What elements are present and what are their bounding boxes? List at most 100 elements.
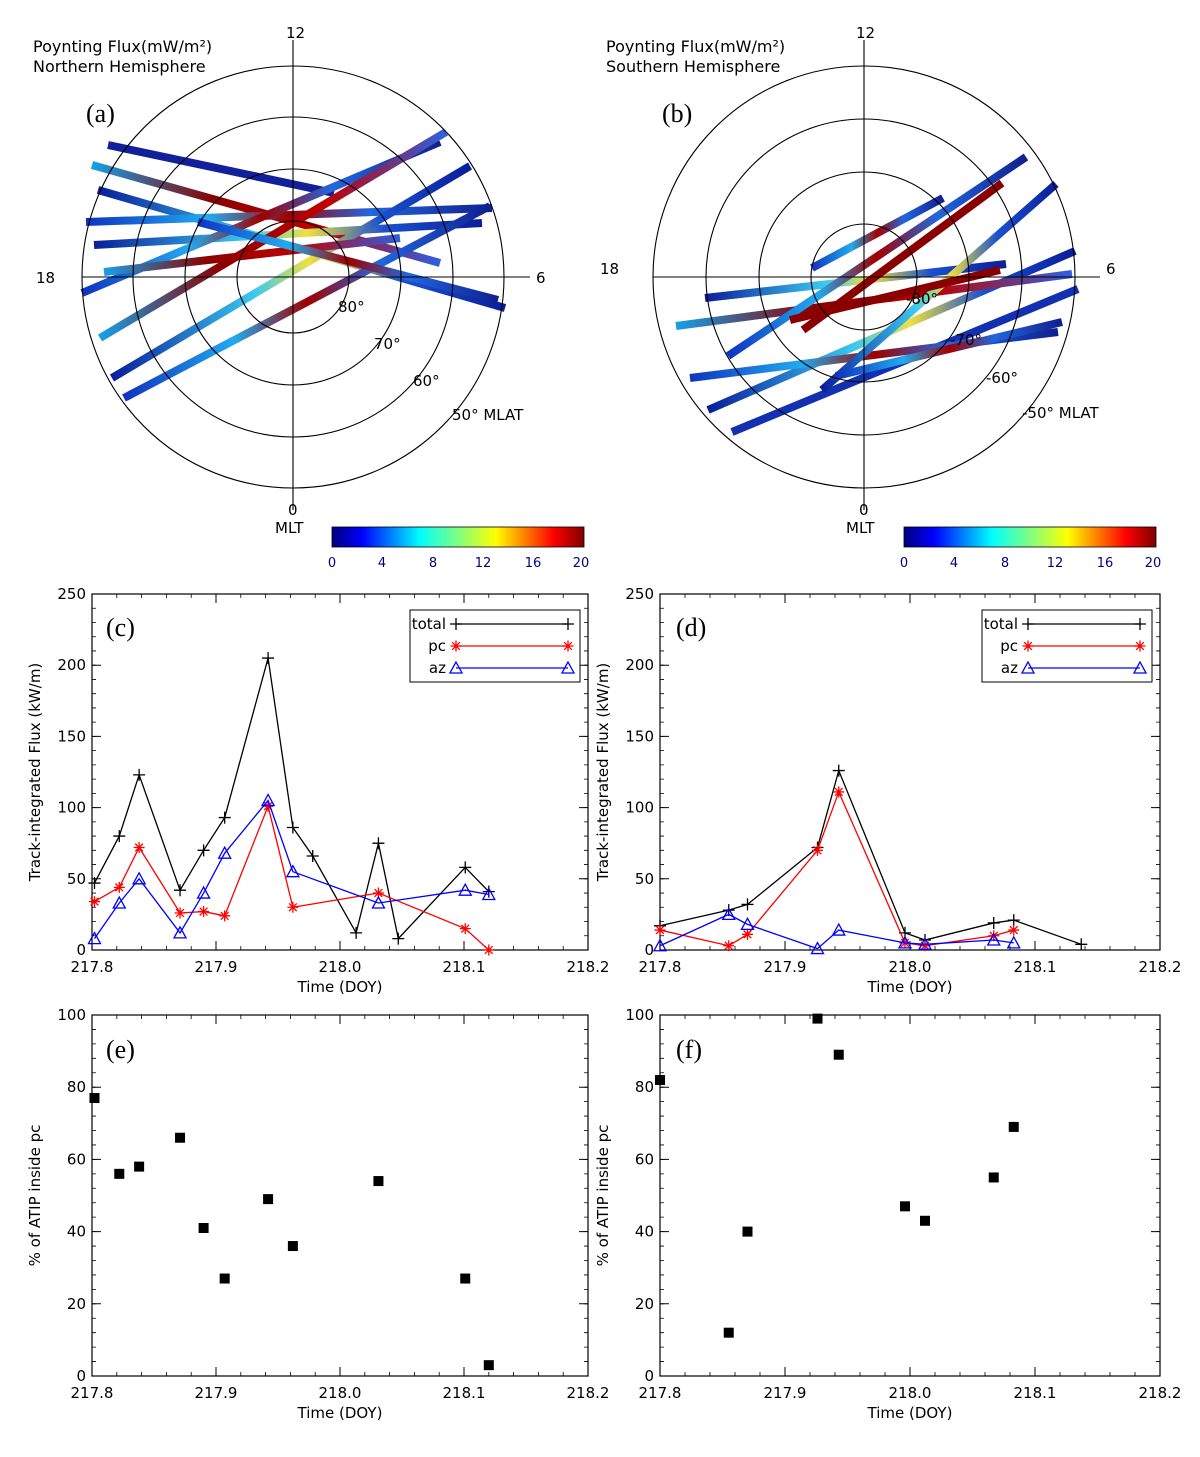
data-point-total (88, 877, 101, 890)
colorbar-tick: 4 (950, 556, 958, 571)
track (196, 218, 500, 304)
x-tick-label: 218.1 (1014, 1384, 1057, 1402)
data-point-az (740, 917, 755, 931)
data-point-az (721, 907, 736, 921)
colorbar-tick: 12 (1047, 556, 1064, 571)
colorbar-tick: 16 (1097, 556, 1114, 571)
colorbar-tick: 4 (378, 556, 386, 571)
polar-a-title-line2: Northern Hemisphere (33, 57, 206, 76)
polar-b-lat-60: -60° (986, 369, 1018, 387)
data-point-pc-fraction (114, 1168, 125, 1179)
legend: total pc az (981, 609, 1153, 683)
colorbar-tick: 0 (328, 556, 336, 571)
chart-panel-e: 217.8 217.9 218.0 218.1 218.2 0 20 40 60 80 100 Tim… (26, 1006, 609, 1422)
data-point-az (87, 931, 102, 945)
data-point-total (218, 811, 231, 824)
track (810, 194, 945, 272)
data-point-pc (459, 923, 471, 935)
data-point-az (652, 938, 668, 952)
data-point-az (831, 922, 846, 936)
legend-label-pc: pc (428, 637, 446, 655)
data-point-pc (988, 930, 1000, 942)
polar-b-mlt-0: 0 (859, 501, 869, 519)
y-tick-label: 100 (57, 799, 86, 817)
polar-a-lat-70: 70° (374, 335, 401, 353)
x-tick-label: 217.8 (639, 1384, 682, 1402)
data-point-total (262, 652, 275, 665)
track (97, 128, 449, 342)
legend-marker-az (448, 660, 464, 674)
x-tick-label: 217.8 (639, 958, 682, 976)
data-point-az (260, 793, 276, 807)
data-point-total (286, 821, 299, 834)
y-tick-label: 80 (67, 1078, 86, 1096)
data-point-pc (723, 940, 735, 952)
colorbar-tick: 0 (900, 556, 908, 571)
legend-marker-az (560, 660, 576, 674)
legend-marker-total (1022, 618, 1034, 630)
y-tick-label: 100 (625, 1006, 654, 1024)
polar-b-lat-80: -80° (906, 290, 938, 308)
panel-label: (f) (676, 1035, 702, 1064)
data-point-pc-fraction (900, 1201, 910, 1212)
series-line-az (93, 799, 489, 939)
data-point-az (986, 932, 1001, 946)
legend-marker-pc (1134, 640, 1146, 652)
data-point-pc (262, 800, 274, 812)
y-tick-label: 100 (625, 799, 654, 817)
data-point-pc (812, 844, 823, 856)
data-point-total (392, 932, 405, 945)
y-tick-label: 20 (67, 1295, 86, 1313)
legend-label-az: az (429, 659, 446, 677)
x-tick-label: 217.9 (764, 958, 807, 976)
legend: total pc az (409, 609, 581, 683)
series-line-az (659, 913, 1014, 950)
data-point-pc-fraction (920, 1215, 930, 1226)
polar-b-title-line2: Southern Hemisphere (606, 57, 780, 76)
data-point-az (371, 895, 386, 909)
colorbar-tick: 16 (525, 556, 542, 571)
polar-b-grid (652, 40, 1100, 510)
y-axis-title: Track-integrated Flux (kW/m) (594, 663, 612, 883)
colorbar-tick: 8 (429, 556, 437, 571)
colorbar-gradient (903, 526, 1157, 548)
data-point-pc (919, 940, 931, 952)
track (107, 141, 335, 197)
data-point-total (350, 926, 363, 939)
y-tick-label: 20 (635, 1295, 654, 1313)
data-point-pc-fraction (134, 1161, 145, 1172)
data-point-az (481, 887, 496, 901)
data-point-pc-fraction (655, 1074, 665, 1085)
plot-frame (91, 1014, 589, 1377)
x-tick-label: 218.1 (1014, 958, 1057, 976)
data-point-total (459, 861, 472, 874)
y-tick-label: 0 (76, 1367, 86, 1385)
data-point-total (372, 837, 385, 850)
y-tick-label: 200 (625, 656, 654, 674)
x-axis-title: Time (DOY) (297, 1404, 383, 1422)
data-point-pc (833, 786, 845, 798)
polar-a-tracks (80, 128, 507, 402)
data-point-pc (372, 887, 384, 899)
data-point-az (132, 871, 147, 885)
data-point-az (810, 941, 825, 955)
data-point-pc-fraction (833, 1049, 844, 1060)
legend-marker-pc (562, 640, 574, 652)
data-point-az (112, 895, 127, 909)
data-point-az (1006, 935, 1021, 949)
x-axis-title: Time (DOY) (867, 1404, 953, 1422)
legend-label-total: total (412, 615, 446, 633)
x-tick-label: 218.0 (889, 1384, 932, 1402)
panel-label: (c) (106, 613, 135, 642)
x-tick-label: 217.9 (764, 1384, 807, 1402)
data-point-pc (174, 907, 186, 919)
data-point-az (897, 935, 913, 949)
legend-label-az: az (1001, 659, 1018, 677)
data-point-pc (219, 910, 231, 922)
legend-marker-pc (450, 640, 462, 652)
data-point-az (917, 936, 933, 950)
polar-b-tracks (675, 153, 1080, 436)
y-tick-label: 150 (625, 727, 654, 745)
colorbar-tick: 20 (1145, 556, 1162, 571)
